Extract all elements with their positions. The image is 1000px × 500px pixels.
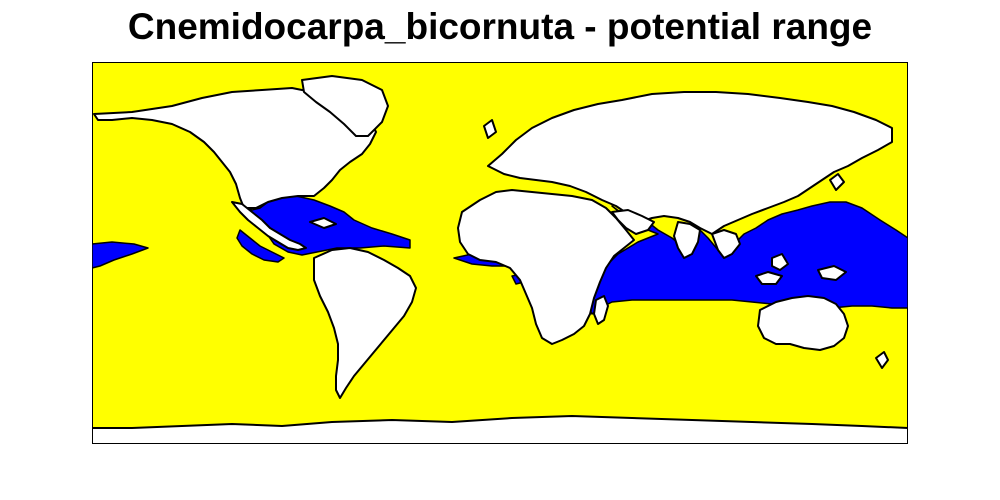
world-map [92,62,908,444]
land-north-america [93,87,377,209]
land-south-america [313,247,417,399]
land-india [673,221,701,259]
land-mexico [231,201,307,251]
map-title: Cnemidocarpa_bicornuta - potential range [127,6,873,47]
land-antarctica [92,415,908,444]
land-new-zealand [875,351,889,369]
land-borneo [771,253,789,271]
land-layer [92,75,908,444]
land-indonesia [755,271,783,285]
land-japan [829,173,845,191]
land-uk [483,119,497,139]
land-new-guinea [817,265,847,281]
range-mexico-pacific [236,229,285,263]
land-greenland [301,75,389,137]
land-cuba [309,217,337,229]
land-arabia [611,209,655,235]
world-map-svg [92,62,908,444]
land-southeast-asia [711,229,741,259]
land-africa [457,189,635,345]
land-madagascar [593,295,609,325]
land-eurasia [487,91,893,235]
range-east-pacific [92,241,149,269]
land-australia [757,295,849,351]
